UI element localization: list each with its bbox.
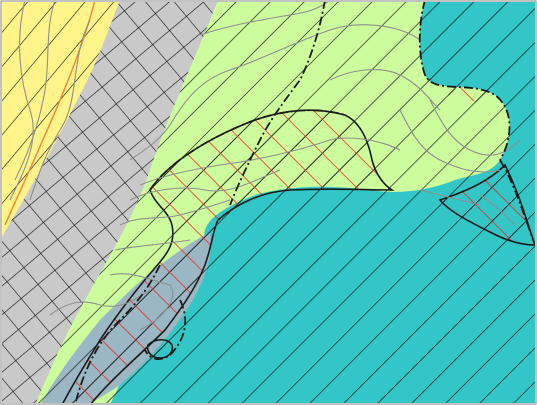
orange-boundary-line bbox=[4, 2, 96, 226]
small-blob bbox=[146, 338, 174, 359]
yellow-zone-hatch bbox=[2, 2, 120, 237]
boundary-lines bbox=[74, 2, 535, 403]
gray-zone-hatch bbox=[2, 2, 218, 403]
red-hatch-corridor-top bbox=[418, 55, 499, 115]
contour-lines bbox=[9, 2, 521, 331]
